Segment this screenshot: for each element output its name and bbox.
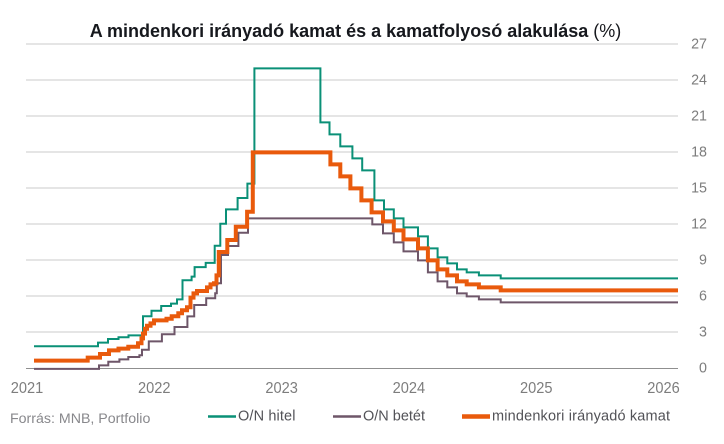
svg-text:mindenkori irányadó kamat: mindenkori irányadó kamat xyxy=(492,409,670,425)
svg-text:O/N hitel: O/N hitel xyxy=(238,409,296,425)
svg-text:2021: 2021 xyxy=(11,380,44,397)
svg-text:24: 24 xyxy=(691,73,707,89)
svg-text:18: 18 xyxy=(691,145,707,161)
svg-text:9: 9 xyxy=(699,253,707,269)
svg-text:3: 3 xyxy=(699,325,707,341)
svg-text:0: 0 xyxy=(699,361,707,377)
svg-text:2026: 2026 xyxy=(647,380,680,397)
svg-text:O/N betét: O/N betét xyxy=(363,409,425,425)
svg-text:2025: 2025 xyxy=(520,380,553,397)
svg-text:2024: 2024 xyxy=(393,380,426,397)
svg-text:21: 21 xyxy=(691,109,707,125)
svg-text:15: 15 xyxy=(691,181,707,197)
svg-text:6: 6 xyxy=(699,289,707,305)
svg-text:2022: 2022 xyxy=(138,380,171,397)
svg-text:12: 12 xyxy=(691,217,707,233)
svg-text:27: 27 xyxy=(691,37,707,53)
svg-text:2023: 2023 xyxy=(265,380,298,397)
